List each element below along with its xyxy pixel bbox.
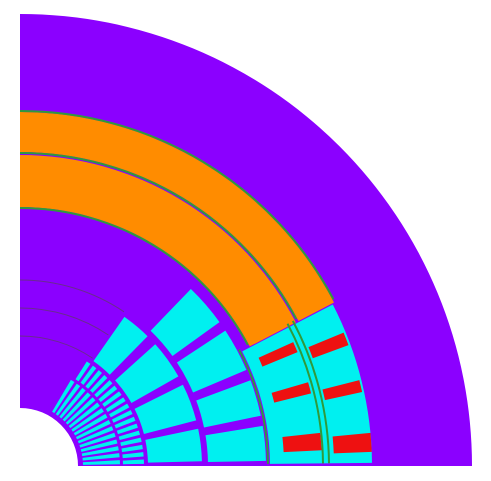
coil-block	[176, 330, 247, 393]
inner-conductor-strand	[116, 423, 138, 435]
inner-conductor-strand	[122, 459, 144, 465]
outline-arc	[286, 323, 324, 464]
coil-block	[93, 316, 148, 375]
inner-conductor-strand	[105, 397, 126, 413]
red-spacer	[332, 432, 372, 454]
inner-conductor-strand	[80, 365, 97, 385]
insulation-band-inner	[20, 155, 296, 347]
inner-conductor-strand	[55, 383, 81, 416]
division-arc	[19, 279, 125, 313]
inner-conductor-strand	[81, 446, 119, 457]
red-spacer	[271, 382, 312, 403]
inner-conductor-strand	[73, 413, 108, 436]
inner-conductor-strand	[71, 408, 104, 432]
inner-conductor-strand	[89, 375, 108, 393]
outline-arcs-layer	[19, 110, 335, 464]
coil-block	[115, 344, 179, 403]
outline-arc	[238, 349, 269, 464]
red-spacer	[308, 332, 349, 359]
red-spacer	[282, 432, 322, 453]
inner-conductor-strand	[102, 391, 122, 407]
inner-conductor-strand	[59, 387, 86, 419]
coil-block	[150, 289, 220, 357]
inner-conductor-strand	[62, 392, 91, 422]
insulation-band-outer	[20, 112, 334, 322]
inner-conductor-strand	[121, 444, 143, 453]
coil-block	[145, 428, 202, 463]
outline-arc	[19, 207, 249, 346]
inner-conductor-strand	[65, 397, 96, 425]
inner-conductor-strand	[80, 439, 118, 452]
inner-conductor-strand	[75, 419, 111, 440]
coil-block	[134, 384, 197, 434]
inner-conductor-strand	[82, 453, 120, 461]
insulation-layer	[20, 112, 334, 347]
inner-conductor-strand	[77, 426, 114, 444]
outline-arc	[19, 152, 298, 320]
inner-conductor-strand	[120, 437, 142, 446]
inner-conductor-strand	[114, 416, 136, 429]
division-arc	[19, 307, 109, 336]
inner-conductor-strand	[82, 460, 120, 465]
outline-arc	[19, 110, 335, 300]
inner-conductor-strand	[68, 402, 100, 429]
inner-conductor-strand	[85, 370, 102, 389]
red-spacer	[322, 380, 363, 401]
inner-conductor-strand	[118, 430, 140, 441]
red-spacer	[258, 342, 298, 367]
inner-conductor-strand	[98, 385, 118, 403]
inner-conductor-strand	[94, 380, 113, 398]
division-arc	[19, 335, 93, 359]
red-spacers-layer	[258, 332, 372, 454]
inner-conductor-strand	[79, 432, 116, 448]
inner-conductor-strand	[75, 361, 91, 382]
coil-block	[196, 380, 261, 428]
inner-conductor-strand	[111, 410, 133, 423]
inner-conductor-strand	[109, 403, 130, 418]
coil-block	[205, 425, 266, 463]
inner-conductor-strand	[122, 452, 144, 459]
outline-arc	[291, 320, 330, 464]
inner-conductor-strand	[52, 379, 75, 414]
